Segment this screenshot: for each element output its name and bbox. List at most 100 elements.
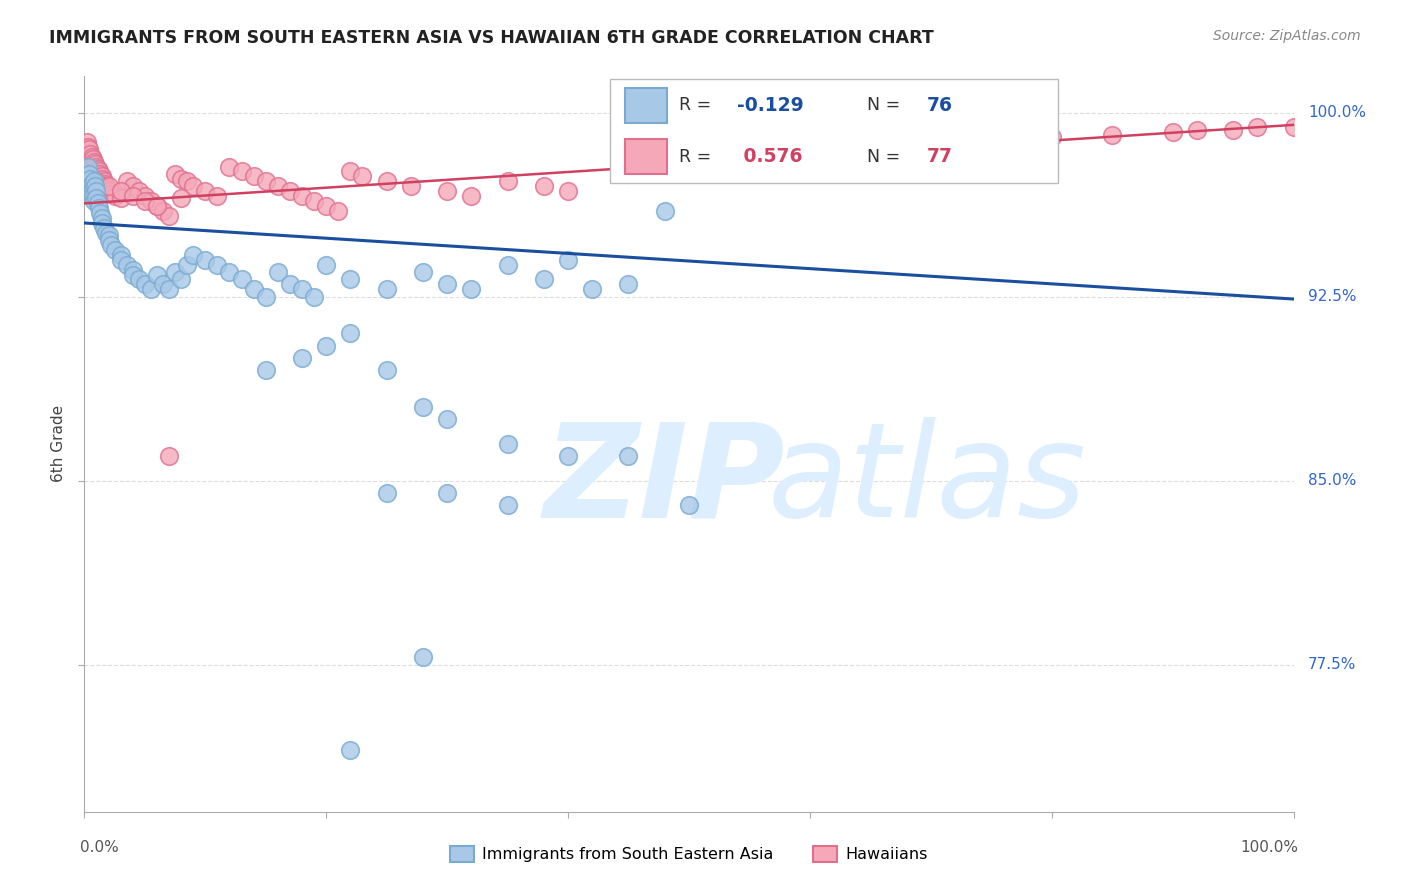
Point — [436, 277, 458, 292]
Point — [80, 150, 103, 164]
Point — [91, 169, 114, 184]
Point — [1040, 130, 1063, 145]
Point — [110, 248, 132, 262]
Text: ZIP: ZIP — [544, 417, 786, 544]
Text: 77: 77 — [927, 147, 953, 166]
Point — [87, 201, 110, 215]
Point — [278, 184, 301, 198]
Point — [110, 184, 132, 198]
Point — [176, 174, 198, 188]
Point — [194, 184, 217, 198]
Point — [115, 174, 138, 188]
Point — [79, 147, 101, 161]
Point — [121, 179, 143, 194]
Point — [76, 135, 98, 149]
Point — [91, 216, 114, 230]
Point — [157, 209, 180, 223]
Text: 0.0%: 0.0% — [80, 840, 118, 855]
Point — [165, 167, 187, 181]
Point — [94, 226, 117, 240]
Point — [83, 154, 105, 169]
Point — [231, 164, 253, 178]
Point — [93, 174, 115, 188]
Point — [267, 179, 290, 194]
Point — [79, 184, 101, 198]
Point — [152, 203, 174, 218]
Point — [339, 326, 361, 341]
Point — [339, 164, 361, 178]
Point — [77, 160, 100, 174]
Point — [82, 181, 104, 195]
Point — [412, 265, 434, 279]
Point — [110, 252, 132, 267]
Point — [291, 189, 314, 203]
Point — [100, 238, 122, 252]
Point — [617, 277, 640, 292]
Point — [152, 277, 174, 292]
Point — [291, 351, 314, 365]
Point — [83, 174, 105, 188]
Point — [134, 189, 156, 203]
Legend: Immigrants from South Eastern Asia, Hawaiians: Immigrants from South Eastern Asia, Hawa… — [444, 839, 934, 869]
Point — [436, 412, 458, 426]
Text: 100.0%: 100.0% — [1308, 105, 1367, 120]
Point — [617, 167, 640, 181]
Point — [170, 272, 193, 286]
Point — [157, 282, 180, 296]
Point — [460, 189, 482, 203]
Text: Source: ZipAtlas.com: Source: ZipAtlas.com — [1213, 29, 1361, 43]
Point — [146, 199, 169, 213]
Point — [375, 282, 398, 296]
FancyBboxPatch shape — [610, 79, 1057, 183]
Point — [77, 142, 100, 156]
Point — [87, 164, 110, 178]
Point — [496, 436, 519, 450]
Point — [218, 160, 240, 174]
Point — [352, 169, 374, 184]
Point — [139, 194, 162, 208]
Point — [97, 228, 120, 243]
Point — [110, 191, 132, 205]
Point — [533, 272, 555, 286]
Point — [980, 132, 1002, 146]
Point — [436, 485, 458, 500]
Point — [84, 179, 107, 194]
Point — [496, 174, 519, 188]
Point — [617, 449, 640, 463]
Point — [79, 171, 101, 186]
Point — [859, 135, 882, 149]
Point — [557, 184, 579, 198]
Point — [100, 186, 122, 201]
Point — [128, 184, 150, 198]
Point — [146, 268, 169, 282]
Point — [242, 169, 264, 184]
Point — [77, 167, 100, 181]
Point — [86, 160, 108, 174]
Text: 76: 76 — [927, 95, 953, 115]
Point — [86, 191, 108, 205]
Text: N =: N = — [866, 148, 905, 166]
Point — [1101, 128, 1123, 142]
Point — [89, 167, 111, 181]
Point — [91, 171, 114, 186]
Point — [1222, 122, 1244, 136]
Point — [91, 211, 114, 225]
Text: atlas: atlas — [768, 417, 1087, 544]
Point — [291, 282, 314, 296]
Point — [121, 262, 143, 277]
Point — [375, 363, 398, 377]
Point — [128, 272, 150, 286]
Point — [315, 258, 337, 272]
Point — [218, 265, 240, 279]
Text: R =: R = — [679, 148, 717, 166]
Point — [86, 174, 108, 188]
Point — [496, 498, 519, 512]
Point — [267, 265, 290, 279]
Point — [194, 252, 217, 267]
Text: 85.0%: 85.0% — [1308, 473, 1357, 488]
Point — [176, 258, 198, 272]
Point — [181, 179, 204, 194]
Point — [207, 189, 229, 203]
Text: R =: R = — [679, 96, 717, 114]
Point — [96, 181, 118, 195]
